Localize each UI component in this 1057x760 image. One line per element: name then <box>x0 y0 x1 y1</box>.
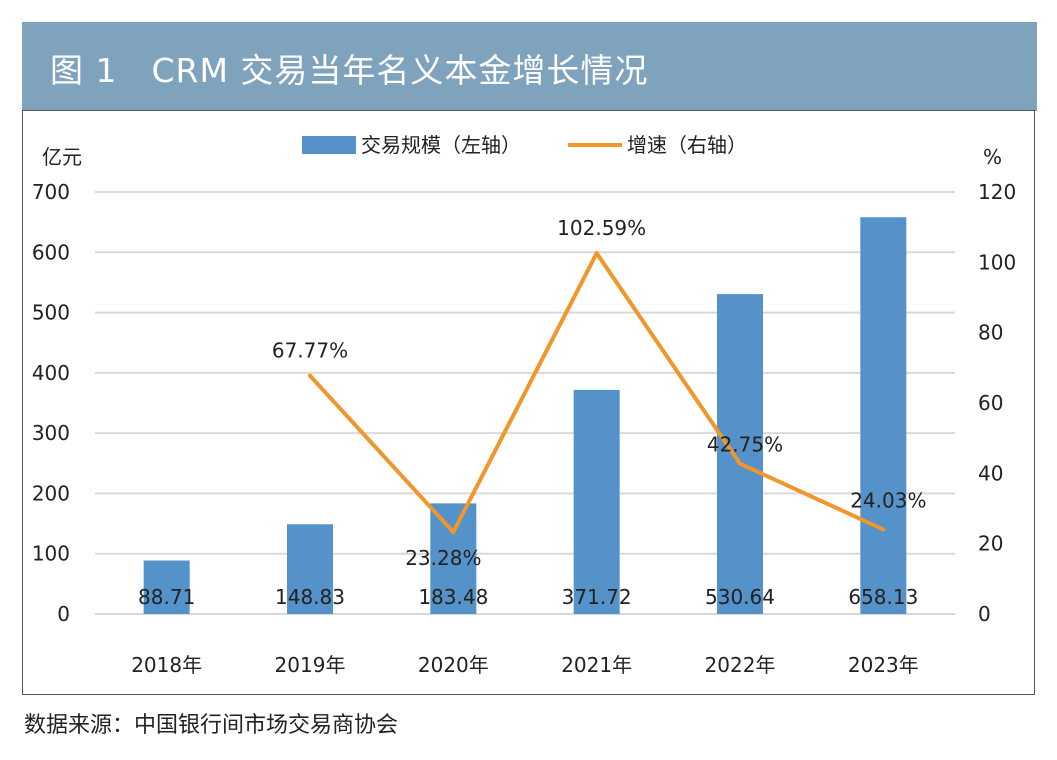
y-left-tick-label: 100 <box>32 542 70 566</box>
legend-bar-swatch <box>302 136 356 154</box>
line-point <box>594 251 599 256</box>
x-tick-label: 2022年 <box>705 653 776 677</box>
bar <box>430 503 477 614</box>
bar-value-label: 183.48 <box>418 585 488 609</box>
line-point <box>308 373 312 378</box>
bar-value-label: 88.71 <box>138 585 195 609</box>
y-left-tick-label: 500 <box>32 301 70 325</box>
y-right-tick-label: 60 <box>978 391 1003 415</box>
figure-title: 图 1 CRM 交易当年名义本金增长情况 <box>50 51 649 90</box>
legend-line-label: 增速（右轴） <box>627 133 747 157</box>
line-value-label: 42.75% <box>707 433 783 457</box>
figure-header: 图 1 CRM 交易当年名义本金增长情况 <box>22 22 1037 111</box>
y-right-tick-label: 120 <box>978 180 1016 204</box>
y-right-tick-label: 40 <box>978 461 1003 485</box>
y-left-tick-label: 600 <box>32 240 70 264</box>
y-right-tick-label: 80 <box>978 321 1003 345</box>
line-value-label: 67.77% <box>272 339 348 363</box>
bar-value-label: 658.13 <box>848 585 918 609</box>
bar <box>860 217 907 614</box>
line-value-label: 23.28% <box>405 546 481 570</box>
bar-value-label: 371.72 <box>562 585 632 609</box>
bar-value-label: 530.64 <box>705 585 775 609</box>
line-point <box>738 461 742 466</box>
y-left-axis-label: 亿元 <box>42 145 82 169</box>
bar-value-label: 148.83 <box>275 585 345 609</box>
bar <box>573 389 620 614</box>
line-value-label: 102.59% <box>557 216 646 240</box>
y-left-tick-label: 300 <box>32 421 70 445</box>
data-source-note: 数据来源：中国银行间市场交易商协会 <box>24 713 399 738</box>
y-right-tick-label: 20 <box>978 532 1003 556</box>
y-left-tick-label: 400 <box>32 361 70 385</box>
x-tick-label: 2021年 <box>561 653 632 677</box>
y-left-tick-label: 700 <box>32 180 70 204</box>
y-right-tick-label: 100 <box>978 250 1016 274</box>
y-right-axis-label: % <box>983 145 1002 169</box>
y-right-tick-label: 0 <box>978 602 991 626</box>
x-tick-label: 2018年 <box>131 653 202 677</box>
line-value-label: 24.03% <box>850 488 926 512</box>
y-left-tick-label: 0 <box>57 602 70 626</box>
x-tick-label: 2019年 <box>275 653 346 677</box>
line-point <box>451 530 456 535</box>
bar <box>717 294 763 614</box>
bar <box>143 560 190 614</box>
line-point <box>881 527 886 532</box>
x-tick-label: 2020年 <box>418 653 489 677</box>
bar <box>287 524 333 614</box>
y-left-tick-label: 200 <box>32 481 70 505</box>
legend-bar-label: 交易规模（左轴） <box>361 133 521 157</box>
x-tick-label: 2023年 <box>848 653 919 677</box>
